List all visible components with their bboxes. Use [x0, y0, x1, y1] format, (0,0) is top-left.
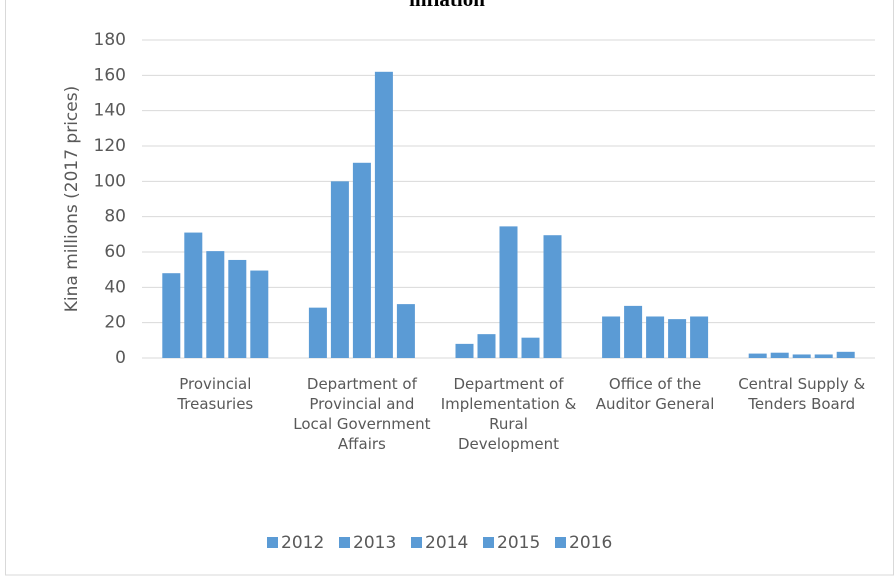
bar: [792, 354, 811, 358]
bar: [668, 319, 687, 358]
bar: [455, 343, 474, 358]
y-tick-label: 140: [94, 101, 126, 121]
legend-label: 2012: [281, 533, 324, 553]
bar: [521, 337, 540, 358]
bar: [184, 232, 203, 358]
legend-swatch: [339, 537, 350, 548]
bar: [602, 316, 621, 358]
y-tick-label: 100: [94, 171, 126, 191]
legend-label: 2016: [569, 533, 612, 553]
x-tick-label: Department of Provincial and Local Gover…: [293, 375, 431, 453]
legend-label: 2014: [425, 533, 468, 553]
bar: [770, 352, 789, 358]
bar: [352, 162, 371, 358]
bar: [624, 305, 643, 358]
x-tick-label: Provincial Treasuries: [177, 375, 254, 413]
legend-swatch: [411, 537, 422, 548]
legend-swatch: [267, 537, 278, 548]
legend-swatch: [555, 537, 566, 548]
bar: [162, 273, 181, 358]
bar: [250, 270, 269, 358]
x-tick-label: Office of the Auditor General: [595, 375, 715, 413]
bar: [228, 259, 247, 358]
bar: [499, 226, 518, 358]
bar: [477, 334, 496, 358]
y-tick-label: 0: [115, 348, 126, 368]
y-tick-label: 20: [104, 313, 126, 333]
legend-label: 2015: [497, 533, 540, 553]
chart-border: [5, 0, 894, 576]
y-axis-label: Kina millions (2017 prices): [62, 86, 82, 312]
bar: [308, 307, 327, 358]
y-tick-label: 160: [94, 65, 126, 85]
legend-label: 2013: [353, 533, 396, 553]
bar: [206, 251, 225, 358]
bar: [690, 316, 709, 358]
bar: [836, 351, 855, 358]
bar: [396, 304, 415, 358]
y-tick-label: 180: [94, 30, 126, 50]
x-tick-label: Department of Implementation & Rural Dev…: [440, 375, 577, 453]
bar: [374, 71, 393, 359]
y-tick-label: 120: [94, 136, 126, 156]
y-tick-label: 80: [104, 207, 126, 227]
bar: [748, 353, 767, 358]
y-tick-label: 40: [104, 277, 126, 297]
y-tick-label: 60: [104, 242, 126, 262]
bar: [646, 316, 665, 358]
bar: [543, 235, 562, 358]
bar: [330, 181, 349, 358]
legend-swatch: [483, 537, 494, 548]
bar: [814, 354, 833, 358]
x-tick-label: Central Supply & Tenders Board: [738, 375, 866, 413]
chart-title: inflation: [409, 0, 485, 11]
